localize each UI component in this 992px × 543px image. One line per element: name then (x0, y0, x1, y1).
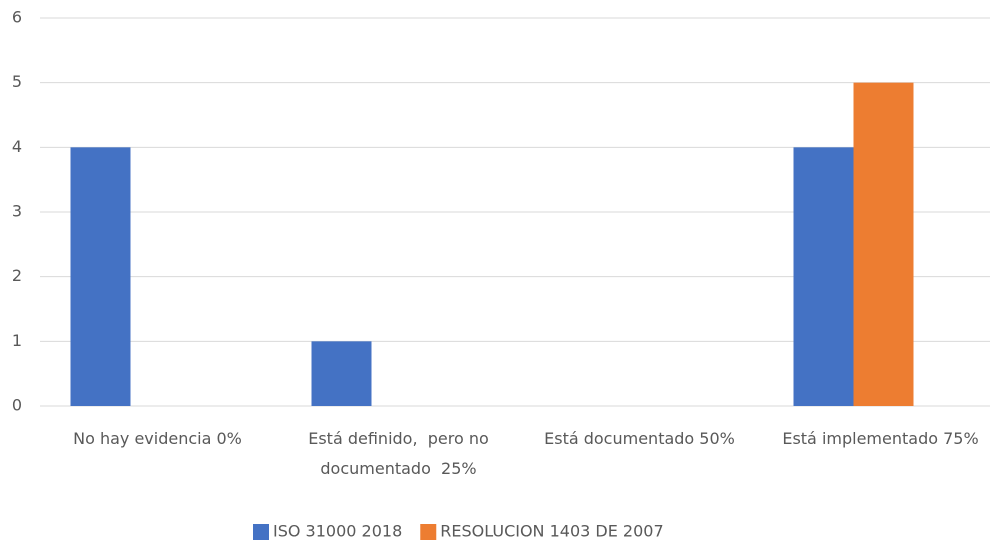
y-tick-label: 6 (12, 8, 22, 27)
bar (793, 147, 854, 407)
y-tick-label: 0 (12, 396, 22, 415)
bar (70, 147, 131, 407)
legend-swatch (253, 524, 269, 540)
bar (853, 82, 914, 407)
legend-label: RESOLUCION 1403 DE 2007 (440, 522, 663, 541)
y-tick-label: 2 (12, 266, 22, 285)
y-tick-label: 3 (12, 202, 22, 221)
y-tick-label: 1 (12, 331, 22, 350)
legend-swatch (420, 524, 437, 540)
x-tick-label: Está documentado 50% (544, 429, 735, 448)
x-tick-label: No hay evidencia 0% (73, 429, 242, 448)
y-tick-label: 5 (12, 72, 22, 91)
x-tick-label: Está implementado 75% (782, 429, 979, 448)
bar (311, 341, 372, 406)
x-tick-label: Está definido, pero no documentado 25% (308, 429, 494, 478)
y-tick-label: 4 (12, 137, 22, 156)
legend-label: ISO 31000 2018 (273, 522, 402, 541)
